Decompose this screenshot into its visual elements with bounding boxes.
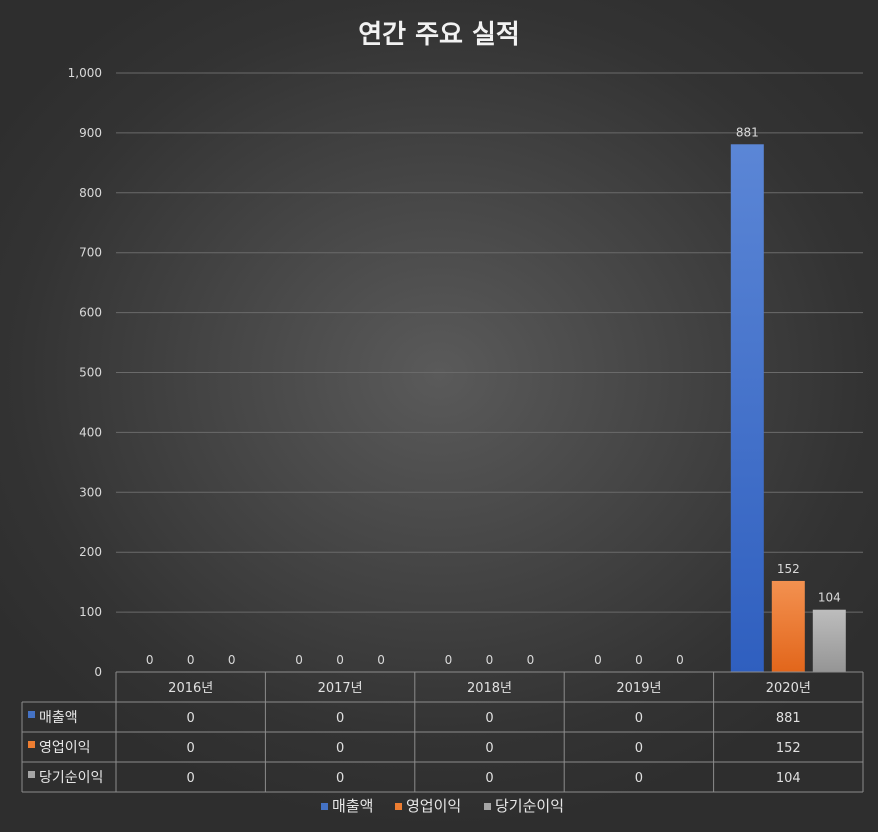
data-label: 0 [228,653,236,667]
bar [812,609,846,672]
table-cell: 0 [485,711,493,726]
legend-label: 매출액 [332,797,373,815]
y-tick-label: 1,000 [68,66,102,80]
table-cell: 0 [635,741,643,756]
table-cell: 0 [485,771,493,786]
legend-key [28,741,35,748]
data-label: 104 [818,591,841,605]
table-row-label: 영업이익 [39,740,91,756]
y-tick-label: 300 [79,485,102,499]
y-tick-label: 500 [79,366,102,380]
y-tick-label: 800 [79,186,102,200]
x-tick-label: 2017년 [318,681,363,696]
x-tick-label: 2018년 [467,681,512,696]
chart-title: 연간 주요 실적 [358,20,520,50]
x-tick-label: 2016년 [168,681,213,696]
legend-key [28,771,35,778]
data-label: 0 [295,653,303,667]
table-row-label: 매출액 [39,710,78,726]
table-cell: 104 [776,771,801,786]
y-tick-label: 600 [79,306,102,320]
table-cell: 152 [776,741,801,756]
table-cell: 0 [187,771,195,786]
table-row-label: 당기순이익 [39,770,103,786]
y-tick-label: 200 [79,545,102,559]
data-label: 0 [486,653,494,667]
legend-label: 영업이익 [406,797,461,815]
data-label: 152 [777,562,800,576]
data-label: 0 [146,653,154,667]
table-cell: 881 [776,711,801,726]
data-label: 0 [445,653,453,667]
legend-label: 당기순이익 [495,797,564,815]
x-tick-label: 2019년 [616,681,661,696]
y-tick-label: 100 [79,605,102,619]
y-tick-label: 700 [79,246,102,260]
table-cell: 0 [635,711,643,726]
bar [730,144,764,672]
y-tick-label: 400 [79,425,102,439]
table-cell: 0 [187,741,195,756]
data-label: 0 [336,653,344,667]
data-label: 0 [527,653,535,667]
data-label: 0 [676,653,684,667]
table-cell: 0 [336,741,344,756]
legend-marker [395,803,402,810]
data-label: 0 [594,653,602,667]
legend-marker [321,803,328,810]
legend-marker [484,803,491,810]
table-cell: 0 [187,711,195,726]
table-cell: 0 [635,771,643,786]
y-tick-label: 900 [79,126,102,140]
bar [771,580,805,672]
data-label: 881 [736,125,759,139]
table-cell: 0 [336,711,344,726]
table-cell: 0 [485,741,493,756]
legend-key [28,711,35,718]
data-label: 0 [377,653,385,667]
data-label: 0 [187,653,195,667]
data-label: 0 [635,653,643,667]
table-cell: 0 [336,771,344,786]
y-tick-label: 0 [94,665,102,679]
x-tick-label: 2020년 [766,681,811,696]
